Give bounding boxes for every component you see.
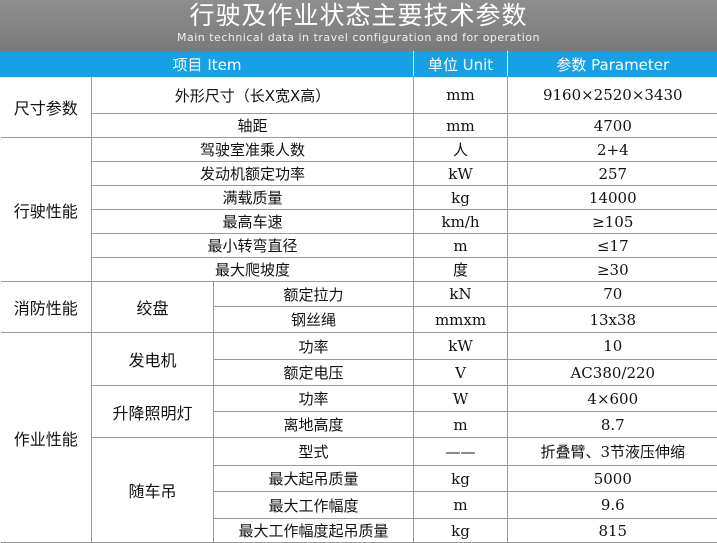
unit-cell: m — [414, 412, 508, 438]
value-cell: 14000 — [508, 186, 717, 210]
category-cell: 尺寸参数 — [1, 77, 92, 138]
table-row: 最大爬坡度度≥30 — [1, 258, 717, 282]
value-cell: 257 — [508, 162, 717, 186]
header-unit: 单位 Unit — [414, 52, 508, 77]
value-cell: 折叠臂、3节液压伸缩 — [508, 438, 717, 466]
subcategory-cell: 升降照明灯 — [92, 386, 214, 438]
unit-cell: m — [414, 492, 508, 519]
unit-cell: —— — [414, 438, 508, 466]
item-cell: 最大起吊质量 — [214, 466, 414, 492]
value-cell: ≤17 — [508, 234, 717, 258]
item-cell: 最小转弯直径 — [92, 234, 414, 258]
item-cell: 钢丝绳 — [214, 307, 414, 333]
value-cell: ≥30 — [508, 258, 717, 282]
subcategory-cell: 绞盘 — [92, 282, 214, 333]
value-cell: 5000 — [508, 466, 717, 492]
header-param: 参数 Parameter — [508, 52, 717, 77]
value-cell: 815 — [508, 519, 717, 543]
item-cell: 外形尺寸（长X宽X高） — [92, 77, 414, 114]
unit-cell: kW — [414, 162, 508, 186]
table-row: 随车吊型式——折叠臂、3节液压伸缩 — [1, 438, 717, 466]
value-cell: AC380/220 — [508, 360, 717, 386]
unit-cell: 人 — [414, 138, 508, 162]
page-subtitle: Main technical data in travel configurat… — [0, 31, 717, 45]
item-cell: 离地高度 — [214, 412, 414, 438]
item-cell: 满载质量 — [92, 186, 414, 210]
unit-cell: kN — [414, 282, 508, 307]
unit-cell: kW — [414, 333, 508, 360]
item-cell: 功率 — [214, 386, 414, 412]
value-cell: 4×600 — [508, 386, 717, 412]
item-cell: 驾驶室准乘人数 — [92, 138, 414, 162]
value-cell: 10 — [508, 333, 717, 360]
spec-table: 项目 Item 单位 Unit 参数 Parameter 尺寸参数外形尺寸（长X… — [0, 51, 717, 543]
unit-cell: kg — [414, 519, 508, 543]
item-cell: 最大工作幅度 — [214, 492, 414, 519]
header-row: 项目 Item 单位 Unit 参数 Parameter — [1, 52, 717, 77]
item-cell: 最高车速 — [92, 210, 414, 234]
unit-cell: mm — [414, 77, 508, 114]
value-cell: 2+4 — [508, 138, 717, 162]
item-cell: 型式 — [214, 438, 414, 466]
unit-cell: mmxm — [414, 307, 508, 333]
item-cell: 最大工作幅度起吊质量 — [214, 519, 414, 543]
value-cell: 4700 — [508, 114, 717, 138]
value-cell: 9.6 — [508, 492, 717, 519]
title-banner: 行驶及作业状态主要技术参数 Main technical data in tra… — [0, 0, 717, 51]
unit-cell: kg — [414, 466, 508, 492]
unit-cell: m — [414, 234, 508, 258]
category-cell: 行驶性能 — [1, 138, 92, 282]
subcategory-cell: 发电机 — [92, 333, 214, 386]
value-cell: 9160×2520×3430 — [508, 77, 717, 114]
subcategory-cell: 随车吊 — [92, 438, 214, 543]
unit-cell: 度 — [414, 258, 508, 282]
header-item: 项目 Item — [1, 52, 414, 77]
value-cell: ≥105 — [508, 210, 717, 234]
unit-cell: W — [414, 386, 508, 412]
item-cell: 额定电压 — [214, 360, 414, 386]
item-cell: 最大爬坡度 — [92, 258, 414, 282]
unit-cell: kg — [414, 186, 508, 210]
item-cell: 轴距 — [92, 114, 414, 138]
unit-cell: V — [414, 360, 508, 386]
item-cell: 额定拉力 — [214, 282, 414, 307]
value-cell: 8.7 — [508, 412, 717, 438]
item-cell: 发动机额定功率 — [92, 162, 414, 186]
item-cell: 功率 — [214, 333, 414, 360]
unit-cell: mm — [414, 114, 508, 138]
category-cell: 作业性能 — [1, 333, 92, 543]
unit-cell: km/h — [414, 210, 508, 234]
value-cell: 13x38 — [508, 307, 717, 333]
page-title: 行驶及作业状态主要技术参数 — [0, 0, 717, 31]
value-cell: 70 — [508, 282, 717, 307]
category-cell: 消防性能 — [1, 282, 92, 333]
